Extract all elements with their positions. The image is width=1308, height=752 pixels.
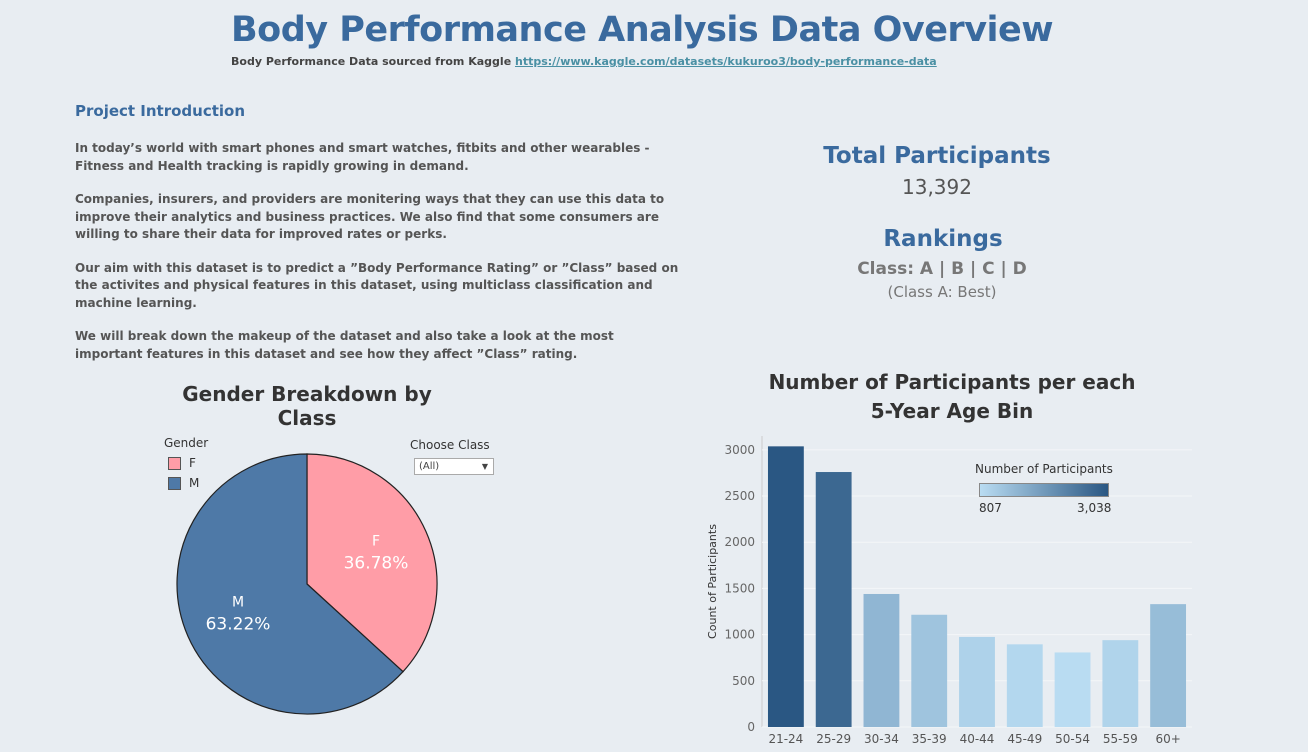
age-bin-chart-title-line: Number of Participants per each (768, 370, 1136, 394)
y-tick-label: 1500 (724, 581, 755, 595)
color-legend-title: Number of Participants (975, 462, 1113, 476)
rankings-classes: Class: A | B | C | D (857, 259, 1027, 279)
x-tick-label: 60+ (1155, 732, 1180, 746)
source-line: Body Performance Data sourced from Kaggl… (231, 55, 937, 68)
class-filter-dropdown[interactable]: (All) ▼ (414, 458, 494, 475)
intro-paragraph: In today’s world with smart phones and s… (75, 141, 650, 173)
total-participants-value: 13,392 (902, 175, 972, 199)
rankings-title: Rankings (883, 226, 1003, 252)
color-legend-gradient (979, 483, 1109, 497)
bar-30-34[interactable] (863, 593, 900, 727)
pie-slice-label: F (372, 534, 380, 550)
bar-45-49[interactable] (1006, 644, 1043, 727)
legend-swatch-female (168, 456, 181, 470)
intro-paragraph: Our aim with this dataset is to predict … (75, 260, 679, 310)
x-tick-label: 40-44 (960, 732, 995, 746)
color-legend-max: 3,038 (1077, 501, 1112, 515)
intro-heading: Project Introduction (75, 102, 246, 120)
source-prefix: Body Performance Data sourced from Kaggl… (231, 55, 515, 68)
pie-slice-label: M (232, 594, 244, 610)
x-tick-label: 50-54 (1055, 732, 1090, 746)
intro-paragraph: We will break down the makeup of the dat… (75, 329, 614, 361)
rankings-note: (Class A: Best) (887, 283, 997, 301)
y-tick-label: 0 (747, 720, 755, 734)
chevron-down-icon: ▼ (481, 462, 488, 471)
gender-legend-title: Gender (164, 436, 209, 450)
intro-paragraph: Companies, insurers, and providers are m… (75, 192, 665, 241)
y-axis-title: Count of Participants (706, 524, 719, 639)
bar-35-39[interactable] (911, 614, 948, 727)
gender-pie-chart: F 36.78% M 63.22% (176, 453, 438, 715)
y-tick-label: 1000 (724, 628, 755, 642)
y-tick-label: 500 (732, 674, 755, 688)
x-tick-label: 45-49 (1007, 732, 1042, 746)
page-title: Body Performance Analysis Data Overview (231, 10, 1054, 50)
pie-slice-m[interactable] (176, 453, 404, 715)
legend-label-male: M (189, 476, 200, 490)
x-tick-label: 30-34 (864, 732, 899, 746)
x-tick-label: 25-29 (816, 732, 851, 746)
total-participants-title: Total Participants (823, 143, 1051, 169)
bar-55-59[interactable] (1102, 640, 1139, 727)
legend-item-female[interactable]: F (168, 456, 196, 470)
age-bin-chart-title: Number of Participants per each 5-Year A… (752, 368, 1152, 426)
y-tick-label: 2000 (724, 535, 755, 549)
pie-slice-value: 36.78% (344, 554, 409, 574)
class-filter-value: (All) (419, 461, 440, 472)
class-filter-label: Choose Class (410, 438, 490, 452)
bar-60+[interactable] (1150, 604, 1187, 727)
bar-21-24[interactable] (767, 446, 804, 727)
x-tick-label: 35-39 (912, 732, 947, 746)
legend-swatch-male (168, 476, 181, 490)
x-tick-label: 55-59 (1103, 732, 1138, 746)
bar-50-54[interactable] (1054, 652, 1091, 727)
bar-25-29[interactable] (815, 472, 852, 727)
y-tick-label: 3000 (724, 443, 755, 457)
x-tick-label: 21-24 (768, 732, 803, 746)
color-legend-min: 807 (979, 501, 1002, 515)
intro-body: In today’s world with smart phones and s… (75, 140, 685, 379)
gender-chart-title: Gender Breakdown by Class (182, 382, 432, 430)
legend-label-female: F (189, 456, 196, 470)
pie-slice-f[interactable] (306, 453, 438, 673)
age-bin-chart-title-line: 5-Year Age Bin (870, 399, 1034, 423)
pie-slice-value: 63.22% (206, 614, 271, 634)
legend-item-male[interactable]: M (168, 476, 199, 490)
bar-40-44[interactable] (959, 636, 995, 727)
y-tick-label: 2500 (724, 489, 755, 503)
source-link[interactable]: https://www.kaggle.com/datasets/kukuroo3… (514, 55, 937, 68)
age-bin-bar-chart: 0 500 1000 1500 2000 2500 3000 21-24 25-29 30-34 3… (706, 436, 1192, 746)
